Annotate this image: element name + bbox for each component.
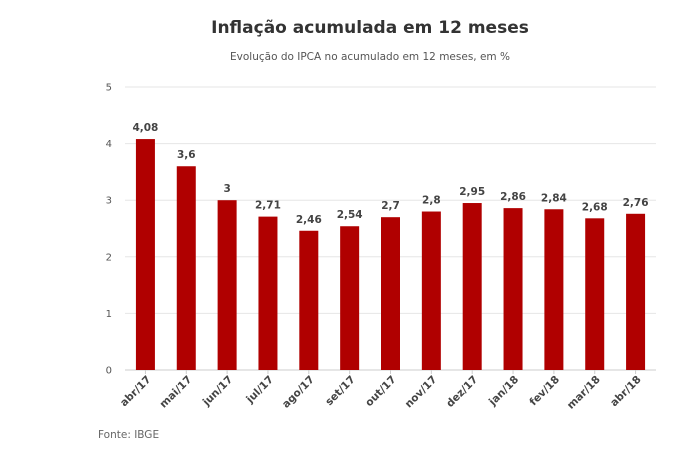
data-label: 2,8 <box>422 195 441 207</box>
data-label: 2,7 <box>381 200 400 212</box>
source-note: Fonte: IBGE <box>98 429 160 441</box>
data-label: 2,71 <box>255 200 281 212</box>
y-tick-label: 4 <box>106 139 112 150</box>
x-tick-label: nov/17 <box>403 374 440 411</box>
bar <box>462 203 482 370</box>
data-label: 2,95 <box>459 186 485 198</box>
x-tick-label: jun/17 <box>200 374 235 409</box>
y-tick-label: 5 <box>106 83 112 94</box>
bar <box>340 226 360 370</box>
chart-title: Inflação acumulada em 12 meses <box>211 18 529 38</box>
x-tick-label: mai/17 <box>158 374 195 411</box>
data-label: 2,46 <box>296 214 322 226</box>
x-tick-label: abr/17 <box>118 374 154 410</box>
data-label: 3,6 <box>177 149 196 161</box>
data-label: 4,08 <box>132 122 158 134</box>
chart-subtitle: Evolução do IPCA no acumulado em 12 mese… <box>230 51 510 63</box>
x-tick-label: mar/18 <box>565 374 603 412</box>
bar <box>258 216 278 370</box>
x-tick-label: ago/17 <box>280 374 317 411</box>
x-tick-label: jul/17 <box>243 374 276 407</box>
data-label: 2,86 <box>500 191 526 203</box>
data-label: 2,68 <box>582 201 608 213</box>
bar <box>217 200 237 370</box>
bar <box>544 209 564 370</box>
y-tick-label: 1 <box>106 309 112 320</box>
x-tick-label: jan/18 <box>486 374 521 409</box>
data-label: 2,54 <box>337 209 363 221</box>
bar <box>626 213 646 370</box>
bar <box>299 230 319 370</box>
bar <box>585 218 605 370</box>
bar <box>381 217 400 370</box>
bar <box>135 139 155 370</box>
data-label: 3 <box>223 183 230 195</box>
bar <box>503 208 523 370</box>
y-tick-label: 3 <box>106 196 112 207</box>
y-tick-label: 2 <box>106 252 112 263</box>
data-label: 2,76 <box>623 197 649 209</box>
data-label: 2,84 <box>541 192 567 204</box>
bar <box>176 166 196 370</box>
x-tick-label: fev/18 <box>527 374 562 409</box>
y-tick-label: 0 <box>106 366 112 377</box>
bars: 4,08 abr/17 3,6 mai/17 3 jun/17 2,71 jul/17 2,46… <box>118 122 649 412</box>
bar <box>421 211 441 370</box>
x-tick-label: set/17 <box>323 374 358 409</box>
x-tick-label: out/17 <box>363 374 398 409</box>
x-tick-label: abr/18 <box>608 374 644 410</box>
x-tick-label: dez/17 <box>444 374 480 410</box>
